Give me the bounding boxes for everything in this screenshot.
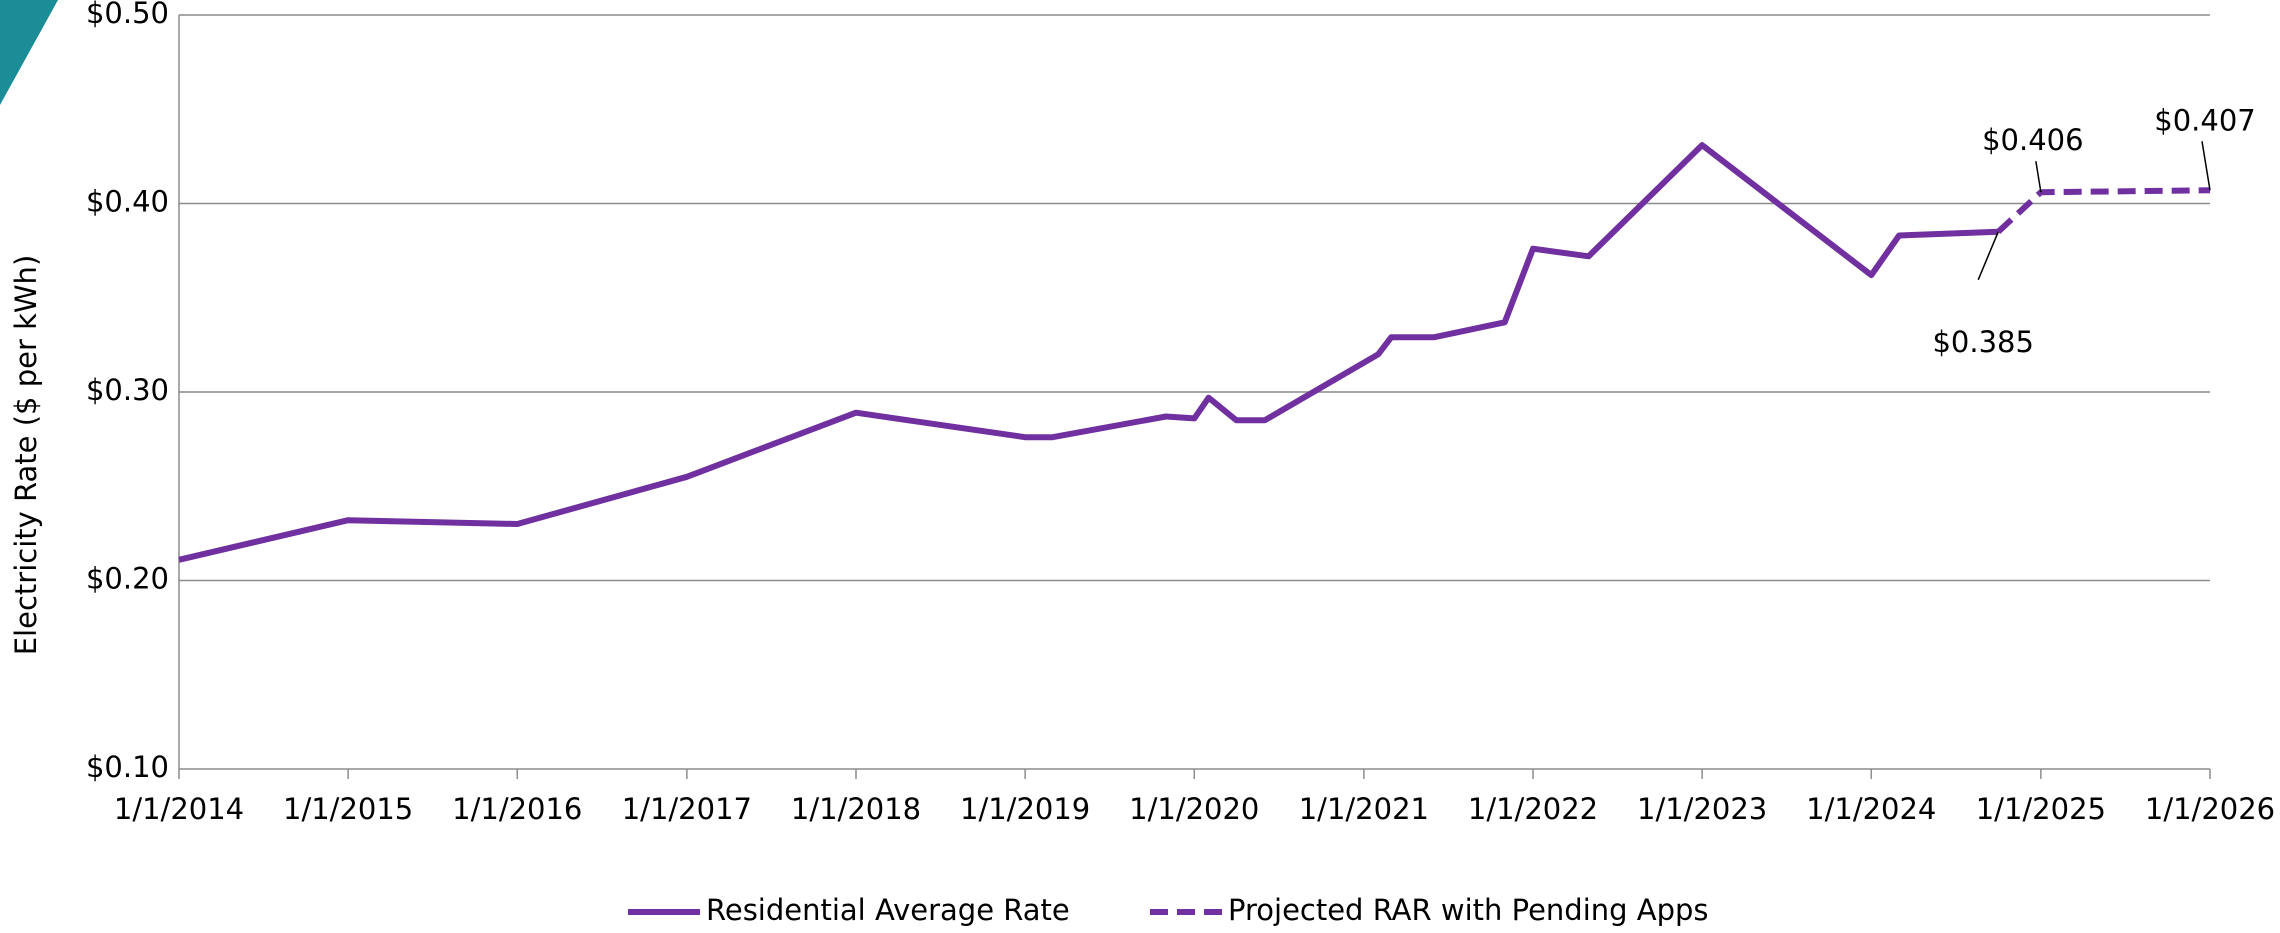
- x-tick-label: 1/1/2024: [1806, 792, 1936, 826]
- x-tick-label: 1/1/2019: [960, 792, 1090, 826]
- x-tick-label: 1/1/2020: [1129, 792, 1259, 826]
- y-tick-label: $0.20: [86, 562, 169, 596]
- label-leader: [2201, 141, 2211, 191]
- x-tick-label: 1/1/2014: [114, 792, 244, 826]
- series-line: [178, 142, 1999, 563]
- x-tick-label: 1/1/2017: [622, 792, 752, 826]
- x-tick-label: 1/1/2021: [1299, 792, 1429, 826]
- x-tick-label: 1/1/2016: [452, 792, 582, 826]
- y-tick-label: $0.40: [86, 185, 169, 219]
- series-line: [1996, 187, 2211, 234]
- y-tick-label: $0.10: [86, 750, 169, 784]
- x-tick-label: 1/1/2015: [283, 792, 413, 826]
- x-tick-label: 1/1/2023: [1637, 792, 1767, 826]
- y-tick-label: $0.50: [86, 0, 169, 30]
- y-tick-label: $0.30: [86, 373, 169, 407]
- data-label: $0.385: [1932, 325, 2033, 359]
- legend-label: Residential Average Rate: [706, 893, 1070, 927]
- x-tick-label: 1/1/2026: [2145, 792, 2275, 826]
- y-axis-title: Electricity Rate ($ per kWh): [9, 255, 43, 656]
- label-leader: [2035, 161, 2042, 193]
- corner-decoration: [0, 0, 58, 105]
- data-label: $0.406: [1982, 123, 2083, 157]
- x-tick-label: 1/1/2025: [1976, 792, 2106, 826]
- legend-label: Projected RAR with Pending Apps: [1228, 893, 1709, 927]
- x-tick-label: 1/1/2018: [791, 792, 921, 826]
- data-label: $0.407: [2154, 103, 2255, 137]
- x-tick-label: 1/1/2022: [1468, 792, 1598, 826]
- label-leader: [1977, 231, 1999, 281]
